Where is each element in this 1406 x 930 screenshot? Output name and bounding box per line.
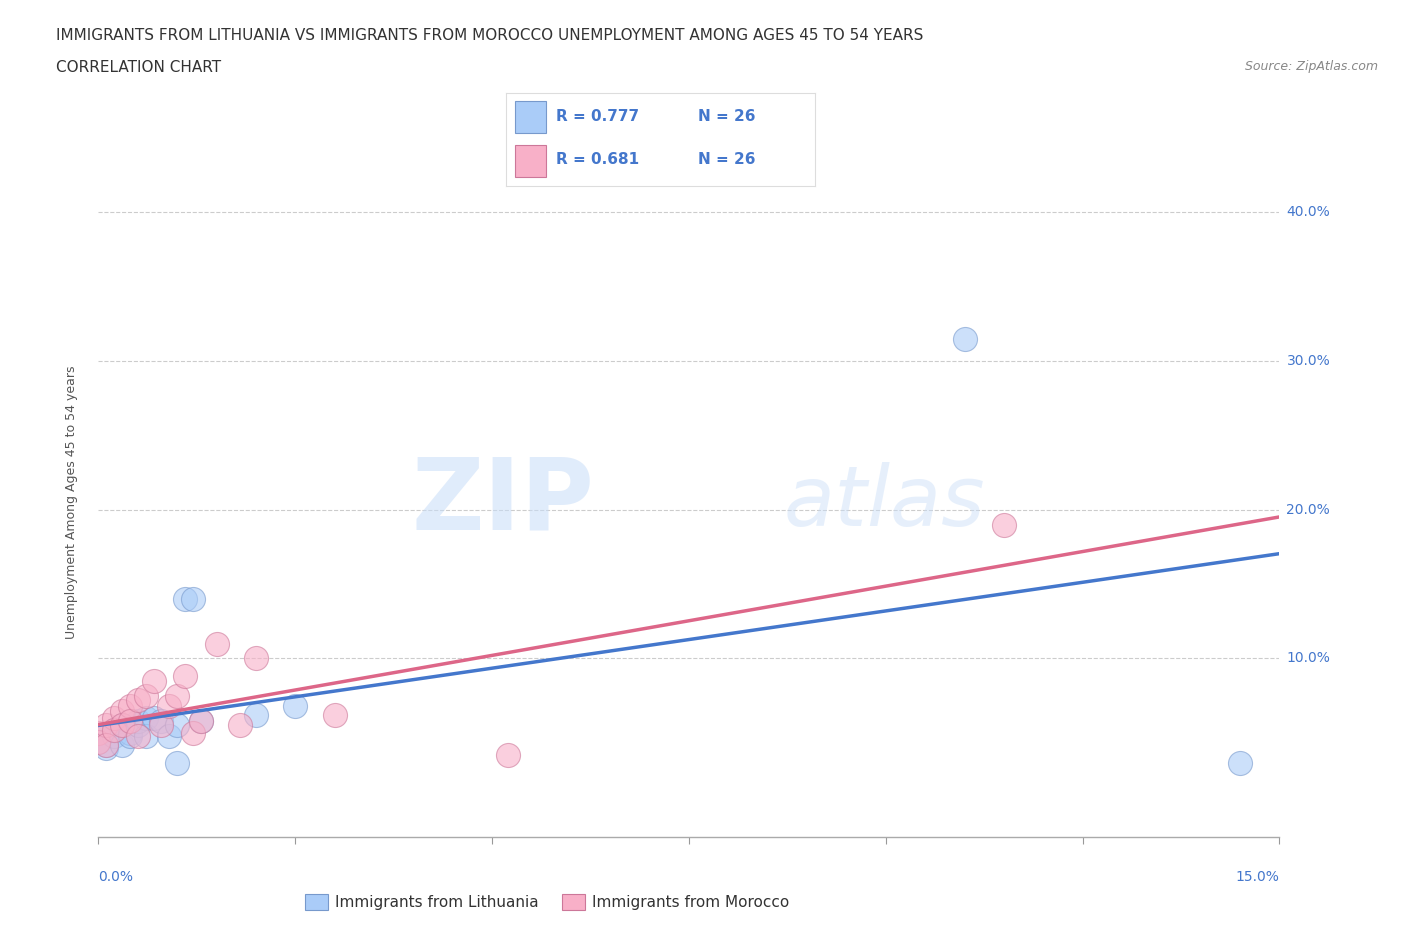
Point — [87, 735, 110, 750]
Text: 30.0%: 30.0% — [1286, 353, 1330, 368]
Point — [150, 718, 173, 733]
Point — [190, 713, 212, 728]
Point — [174, 669, 197, 684]
Point — [103, 728, 125, 743]
Point — [1229, 755, 1251, 770]
Point — [127, 728, 149, 743]
Point — [87, 725, 110, 740]
Point — [87, 735, 110, 750]
Point — [166, 718, 188, 733]
Point — [111, 703, 134, 718]
Point — [323, 708, 346, 723]
Point — [103, 711, 125, 725]
Text: 40.0%: 40.0% — [1286, 205, 1330, 219]
Point — [135, 711, 157, 725]
Point — [118, 713, 141, 728]
Text: 20.0%: 20.0% — [1286, 502, 1330, 517]
Point — [118, 725, 141, 740]
Y-axis label: Unemployment Among Ages 45 to 54 years: Unemployment Among Ages 45 to 54 years — [65, 365, 77, 639]
Point — [284, 698, 307, 713]
Text: atlas: atlas — [783, 461, 986, 543]
Point — [205, 636, 228, 651]
Text: 10.0%: 10.0% — [1286, 651, 1330, 666]
Point — [96, 737, 118, 752]
Point — [150, 713, 173, 728]
Text: N = 26: N = 26 — [697, 152, 755, 167]
Point — [993, 517, 1015, 532]
Text: R = 0.777: R = 0.777 — [555, 109, 638, 125]
FancyBboxPatch shape — [516, 101, 547, 133]
Point — [245, 651, 267, 666]
Point — [135, 688, 157, 703]
Point — [87, 728, 110, 743]
Point — [103, 723, 125, 737]
Point — [111, 737, 134, 752]
Point — [127, 718, 149, 733]
Point — [96, 740, 118, 755]
Point — [111, 718, 134, 733]
Point — [142, 711, 165, 725]
Point — [127, 693, 149, 708]
Point — [496, 748, 519, 763]
Text: Source: ZipAtlas.com: Source: ZipAtlas.com — [1244, 60, 1378, 73]
Text: IMMIGRANTS FROM LITHUANIA VS IMMIGRANTS FROM MOROCCO UNEMPLOYMENT AMONG AGES 45 : IMMIGRANTS FROM LITHUANIA VS IMMIGRANTS … — [56, 28, 924, 43]
Point — [118, 698, 141, 713]
Point — [118, 728, 141, 743]
Point — [174, 591, 197, 606]
Legend: Immigrants from Lithuania, Immigrants from Morocco: Immigrants from Lithuania, Immigrants fr… — [298, 888, 796, 916]
Point — [127, 713, 149, 728]
Point — [953, 331, 976, 346]
Text: CORRELATION CHART: CORRELATION CHART — [56, 60, 221, 75]
Point — [190, 713, 212, 728]
Text: 15.0%: 15.0% — [1236, 870, 1279, 884]
Point — [245, 708, 267, 723]
Point — [166, 688, 188, 703]
Point — [166, 755, 188, 770]
Text: 0.0%: 0.0% — [98, 870, 134, 884]
Point — [135, 728, 157, 743]
Point — [181, 725, 204, 740]
Point — [142, 673, 165, 688]
Point — [181, 591, 204, 606]
Point — [103, 723, 125, 737]
Point — [96, 718, 118, 733]
Text: R = 0.681: R = 0.681 — [555, 152, 638, 167]
Point — [157, 698, 180, 713]
Text: ZIP: ZIP — [412, 454, 595, 551]
Point — [157, 728, 180, 743]
Text: N = 26: N = 26 — [697, 109, 755, 125]
Point — [96, 737, 118, 752]
Point — [111, 718, 134, 733]
FancyBboxPatch shape — [516, 145, 547, 177]
Point — [229, 718, 252, 733]
